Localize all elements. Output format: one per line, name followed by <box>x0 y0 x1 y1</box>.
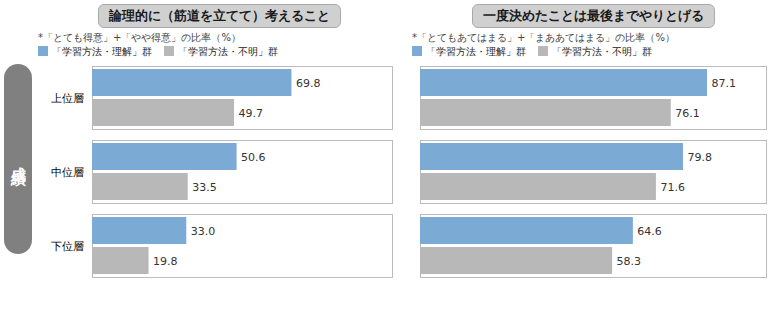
svg-text:33.5: 33.5 <box>192 181 217 194</box>
svg-text:19.8: 19.8 <box>153 255 178 268</box>
html-text:「学習方法・不明」群: 「学習方法・不明」群 <box>178 46 278 57</box>
svg-text:58.3: 58.3 <box>617 255 642 268</box>
svg-text:中位層: 中位層 <box>51 166 84 179</box>
svg-text:64.6: 64.6 <box>637 225 662 238</box>
html-text:成績: 成績 <box>9 155 28 163</box>
svg-text:79.8: 79.8 <box>687 151 712 164</box>
svg-text:76.1: 76.1 <box>675 107 700 120</box>
svg-text:50.6: 50.6 <box>241 151 265 164</box>
svg-text:下位層: 下位層 <box>51 240 84 253</box>
svg-text:49.7: 49.7 <box>239 107 264 120</box>
svg-text:69.8: 69.8 <box>296 77 321 90</box>
svg-text:33.0: 33.0 <box>191 225 216 238</box>
html-text:*「とてもあてはまる」+「まああてはまる」の比率（%）: *「とてもあてはまる」+「まああてはまる」の比率（%） <box>412 32 675 43</box>
html-text:「学習方法・理解」群: 「学習方法・理解」群 <box>426 46 526 57</box>
html-text:「学習方法・理解」群: 「学習方法・理解」群 <box>52 46 152 57</box>
html-text:「学習方法・不明」群: 「学習方法・不明」群 <box>552 46 652 57</box>
svg-text:87.1: 87.1 <box>712 77 737 90</box>
html-text:論理的に（筋道を立てて）考えること: 論理的に（筋道を立てて）考えること <box>108 8 330 23</box>
html-text:*「とても得意」+「やや得意」の比率（%）: *「とても得意」+「やや得意」の比率（%） <box>38 32 241 43</box>
svg-text:上位層: 上位層 <box>51 92 84 105</box>
svg-text:71.6: 71.6 <box>660 181 685 194</box>
html-text:一度決めたことは最後までやりとげる: 一度決めたことは最後までやりとげる <box>482 8 704 23</box>
